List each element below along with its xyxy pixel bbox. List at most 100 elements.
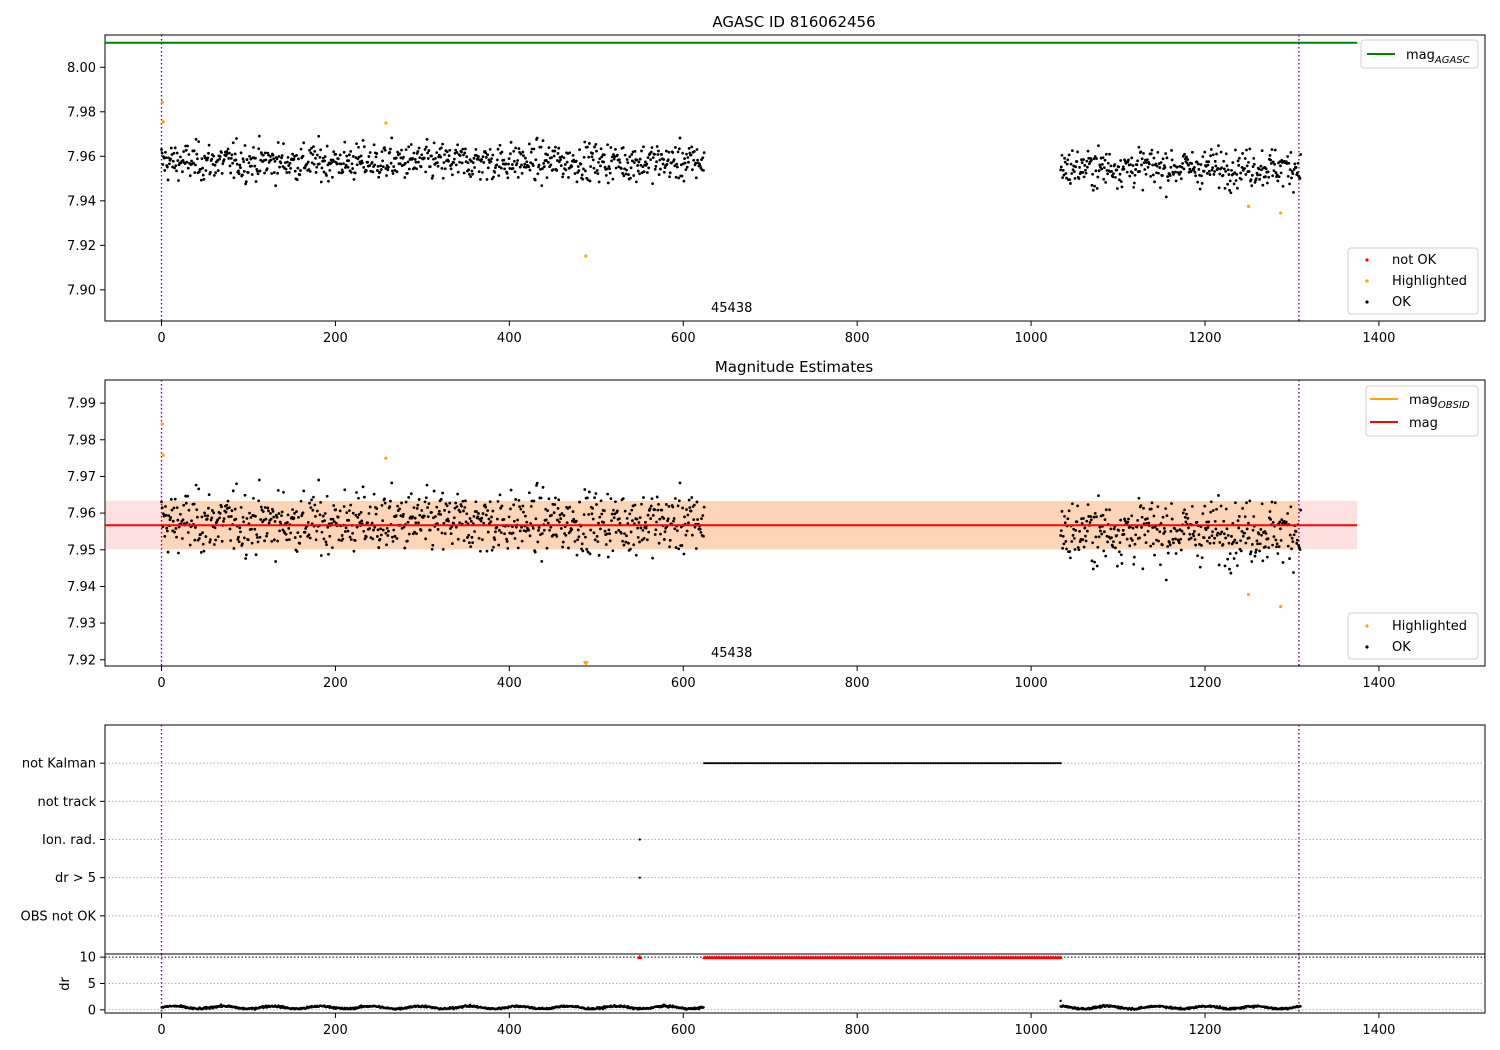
ok-point <box>1255 539 1259 543</box>
ok-point <box>469 545 473 549</box>
flag-point <box>763 762 767 765</box>
ok-point <box>1118 172 1122 176</box>
ok-point <box>426 515 430 519</box>
ok-point <box>576 528 580 532</box>
flag-point <box>977 762 981 765</box>
flag-point <box>1054 762 1057 765</box>
ok-point <box>380 150 384 153</box>
ok-point <box>679 525 683 529</box>
ok-point <box>1090 183 1094 187</box>
y-tick-label: 7.90 <box>67 283 96 298</box>
ok-point <box>1185 512 1188 516</box>
ok-point <box>224 154 228 158</box>
ok-point <box>371 170 375 174</box>
ok-point <box>685 152 688 156</box>
ok-point <box>254 180 258 183</box>
ok-point <box>203 511 206 515</box>
flag-point <box>715 762 718 765</box>
ok-point <box>323 155 327 158</box>
ok-point <box>318 155 322 159</box>
ok-point <box>235 137 238 140</box>
ok-point <box>1205 520 1209 524</box>
ok-point <box>1217 186 1221 190</box>
flag-point <box>1045 762 1048 765</box>
ok-point <box>210 157 214 161</box>
ok-point <box>651 556 655 560</box>
ok-point <box>1175 165 1179 169</box>
ok-point <box>227 515 231 519</box>
flag-point <box>929 762 932 765</box>
ok-point <box>542 161 546 165</box>
flag-point <box>993 762 996 765</box>
ok-point <box>237 540 241 544</box>
ok-point <box>1243 167 1246 170</box>
ok-point <box>461 499 465 503</box>
ok-point <box>678 136 682 140</box>
ok-point <box>1076 504 1080 508</box>
ok-point <box>432 141 436 145</box>
ok-point <box>1268 510 1272 513</box>
flag-point <box>859 762 862 765</box>
ok-point <box>1156 150 1160 154</box>
ok-point <box>1204 528 1208 532</box>
ok-point <box>1260 149 1264 153</box>
ok-point <box>553 149 557 153</box>
ok-point <box>688 506 692 510</box>
flag-point <box>831 762 834 765</box>
ok-point <box>580 542 584 546</box>
ok-point <box>1220 530 1224 534</box>
ok-point <box>360 161 364 165</box>
ok-point <box>188 174 192 178</box>
ok-point <box>523 162 527 166</box>
y-tick-label: 7.96 <box>67 150 96 165</box>
ok-point <box>528 168 532 172</box>
ok-point <box>242 169 246 173</box>
ok-point <box>193 538 197 542</box>
flag-point <box>944 762 947 765</box>
ok-point <box>1259 164 1263 168</box>
flag-category-label: OBS not OK <box>21 909 97 924</box>
ok-point <box>213 163 217 167</box>
ok-point <box>373 525 377 529</box>
ok-point <box>1179 177 1183 181</box>
ok-point <box>565 521 569 525</box>
ok-point <box>486 153 490 157</box>
ok-point <box>544 518 548 522</box>
ok-point <box>264 158 268 162</box>
ok-point <box>430 510 433 514</box>
x-tick-label: 1200 <box>1188 1023 1221 1038</box>
ok-point <box>1130 171 1134 175</box>
ok-point <box>184 148 188 152</box>
flag-point <box>807 762 810 765</box>
ok-point <box>357 513 361 516</box>
ok-point <box>458 521 461 525</box>
flag-point <box>1043 762 1047 765</box>
ok-point <box>480 516 484 520</box>
ok-point <box>516 546 520 550</box>
ok-point <box>1138 169 1141 173</box>
flag-point <box>1056 762 1059 765</box>
ok-point <box>207 506 210 510</box>
ok-point <box>345 511 349 515</box>
flag-point <box>749 762 753 765</box>
ok-point <box>646 156 650 159</box>
ok-point <box>1061 534 1065 538</box>
ok-point <box>406 160 410 164</box>
flag-point <box>963 762 967 765</box>
ok-point <box>1060 153 1064 157</box>
ok-point <box>242 520 246 524</box>
ok-point <box>469 519 473 523</box>
ok-point <box>405 539 409 543</box>
ok-point <box>276 539 280 543</box>
ok-point <box>359 511 363 514</box>
ok-point <box>642 496 645 499</box>
flag-point <box>906 762 909 765</box>
ok-point <box>476 515 480 519</box>
ok-point <box>1190 162 1194 165</box>
ok-point <box>413 530 416 534</box>
top-legend-upper: magAGASC <box>1360 39 1479 69</box>
ok-point <box>257 478 261 482</box>
ok-point <box>1273 148 1277 152</box>
ok-point <box>1234 148 1237 152</box>
ok-point <box>403 546 407 550</box>
